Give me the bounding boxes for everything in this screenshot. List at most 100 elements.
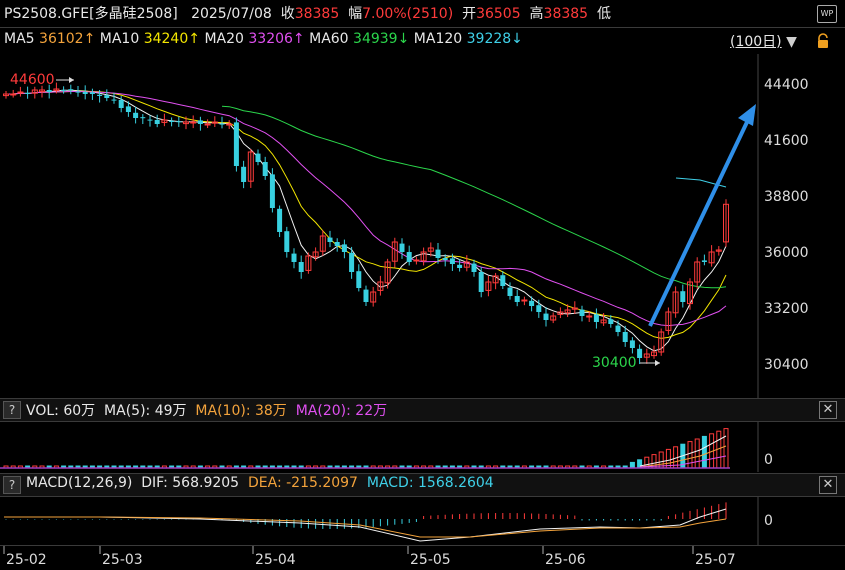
candle-body-up: [384, 261, 391, 284]
candle-body-down: [277, 208, 283, 232]
macd-legend: MACD(12,26,9) DIF: 568.9205 DEA: -215.20…: [26, 475, 494, 491]
candle-body-down: [536, 305, 542, 312]
symbol-title[interactable]: PS2508.GFE[多晶硅2508]: [4, 6, 178, 22]
candle-body-down: [104, 95, 110, 98]
candle-body-down: [140, 117, 146, 119]
candle-body-down: [363, 289, 369, 302]
candle-body-up: [463, 261, 470, 268]
volume-bar: [629, 461, 635, 469]
candle-body-down: [356, 271, 362, 288]
candle-body-up: [708, 251, 715, 264]
ma60-line: [221, 105, 727, 289]
candle-body-up: [305, 255, 312, 271]
price-tick-5: 30400: [764, 357, 809, 373]
price-chart[interactable]: 44400 41600 38800 36000 33200 30400 4460…: [0, 54, 845, 398]
candle-body-up: [665, 311, 672, 331]
trend-arrow: [648, 119, 750, 327]
macd-help-button[interactable]: ?: [3, 476, 21, 494]
candle-body-down: [637, 348, 643, 358]
price-tick-1: 41600: [764, 133, 809, 149]
time-tick-2: 25-04: [255, 552, 296, 568]
candle-body-down: [435, 249, 441, 258]
period-label: (100日): [730, 34, 782, 50]
candle-body-down: [284, 231, 290, 252]
vol-ma20-label: MA(20): 22万: [295, 403, 388, 419]
time-tick-5: 25-07: [695, 552, 736, 568]
wp-icon[interactable]: WP: [817, 5, 837, 23]
candle-body-up: [586, 315, 593, 318]
volume-bars: [3, 428, 729, 469]
candle-body-up: [521, 299, 528, 302]
low-label: 低: [596, 6, 611, 22]
candle-body-up: [672, 291, 679, 314]
candle-body-up: [247, 151, 254, 182]
vol-close-button[interactable]: ✕: [819, 401, 837, 419]
lock-icon[interactable]: [815, 33, 831, 53]
vol-ma10-label: MA(10): 38万: [195, 403, 287, 419]
time-tick-0: 25-02: [6, 552, 47, 568]
candle-body-up: [211, 121, 218, 124]
period-selector[interactable]: (100日) ▼: [730, 31, 797, 51]
ma-legend: MA5 36102↑ MA10 34240↑ MA20 33206↑ MA60 …: [4, 31, 523, 47]
candle-body-down: [406, 252, 412, 262]
wp-label: WP: [820, 9, 834, 18]
candle-body-up: [413, 259, 420, 262]
high-marker-arrow: [69, 77, 74, 83]
vol-help-button[interactable]: ?: [3, 401, 21, 419]
ma120-label: MA120: [413, 31, 463, 47]
volume-panel-header: ? VOL: 60万 MA(5): 49万 MA(10): 38万 MA(20)…: [0, 398, 845, 422]
quote-header: PS2508.GFE[多晶硅2508] 2025/07/08 收38385 幅7…: [4, 3, 611, 23]
candle-body-down: [197, 120, 203, 124]
macd-close-button[interactable]: ✕: [819, 476, 837, 494]
candle-body-down: [507, 287, 513, 296]
candle-body-down: [176, 121, 182, 123]
candle-body-down: [154, 120, 160, 124]
candle-body-down: [133, 112, 139, 118]
change-value: 7.00%(2510): [362, 6, 454, 22]
candle-body-down: [449, 258, 455, 264]
candle-body-down: [291, 253, 297, 262]
candle-body-up: [161, 119, 168, 123]
candle-body-up: [39, 89, 45, 93]
candle-body-up: [3, 93, 9, 97]
volume-bar: [694, 438, 700, 469]
candle-body-down: [233, 122, 239, 166]
close-label: 收: [280, 6, 295, 22]
volume-bar: [723, 428, 729, 469]
vol-ma10-line: [639, 445, 727, 468]
candle-body-up: [571, 307, 578, 310]
candle-body-down: [593, 314, 599, 322]
macd-lines: [4, 508, 727, 542]
price-tick-2: 38800: [764, 189, 809, 205]
high-marker-label: 44600: [10, 72, 55, 88]
candle-body-up: [564, 309, 571, 314]
candle-body-up: [651, 351, 657, 357]
candle-body-down: [341, 244, 347, 252]
candle-body-down: [111, 99, 117, 101]
dif-line: [4, 508, 727, 542]
candle-body-up: [550, 315, 557, 321]
vol-ma5-label: MA(5): 49万: [104, 403, 187, 419]
ma5-line: [6, 89, 727, 352]
ma10-value: 34240↑: [143, 31, 200, 47]
candle-body-down: [169, 120, 175, 122]
candle-body-up: [600, 319, 607, 324]
candle-body-down: [471, 263, 477, 272]
candle-body-up: [226, 123, 233, 126]
low-marker-arrow: [655, 360, 660, 366]
vol-label: VOL: 60万: [26, 403, 96, 419]
close-value: 38385: [294, 6, 340, 22]
candle-body-down: [89, 92, 95, 94]
ma-lines: [6, 89, 727, 352]
candle-body-down: [579, 309, 585, 316]
vol-ma5-line: [639, 435, 727, 467]
candle-body-up: [10, 93, 17, 96]
candle-body-down: [255, 153, 261, 162]
candle-body-up: [17, 91, 24, 94]
price-tick-4: 33200: [764, 301, 809, 317]
candle-body-down: [46, 90, 52, 92]
candle-body-down: [478, 272, 484, 292]
candle-body-up: [687, 281, 693, 305]
candle-body-down: [241, 166, 247, 182]
candle-body-down: [500, 275, 506, 286]
